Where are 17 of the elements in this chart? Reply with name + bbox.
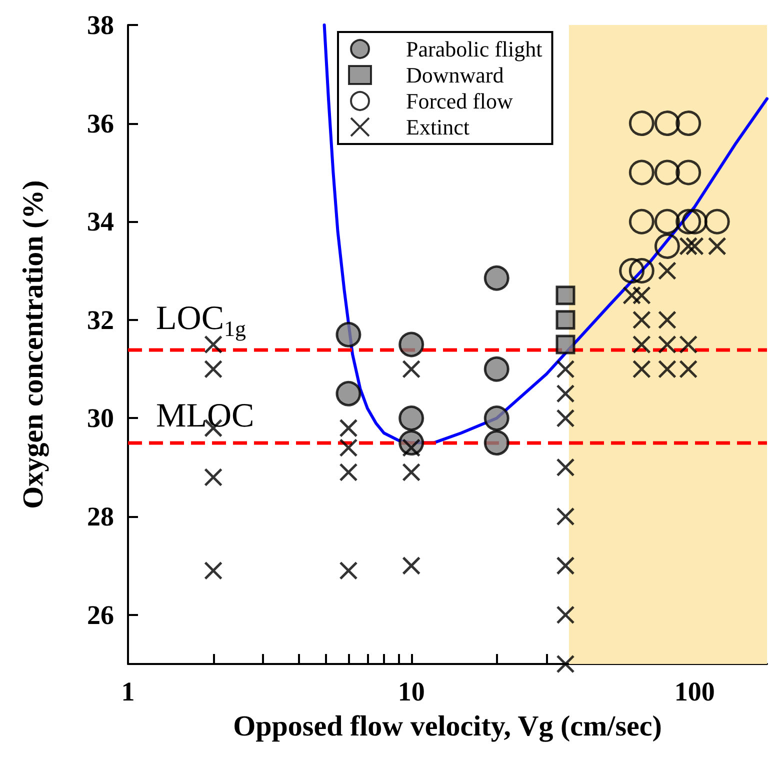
x-tick-label: 1 [121, 676, 135, 706]
x-tick-label: 10 [398, 676, 425, 706]
y-tick-label: 28 [87, 502, 114, 532]
legend-label: Forced flow [406, 88, 514, 114]
x-tick-label: 100 [674, 676, 715, 706]
y-tick-label: 32 [87, 304, 114, 335]
y-tick-label: 34 [87, 206, 114, 237]
x-axis-title: Opposed flow velocity, Vg (cm/sec) [233, 710, 662, 742]
legend-label: Extinct [406, 114, 470, 140]
y-tick-label: 38 [87, 10, 114, 40]
legend-label: Downward [406, 62, 504, 88]
ref-line-label: MLOC [156, 397, 254, 434]
y-tick-label: 30 [87, 403, 114, 434]
legend-label: Parabolic flight [406, 36, 542, 62]
y-tick-label: 36 [87, 108, 114, 138]
y-tick-label: 26 [87, 600, 114, 630]
y-axis-title: Oxygen concentration (%) [18, 180, 50, 509]
